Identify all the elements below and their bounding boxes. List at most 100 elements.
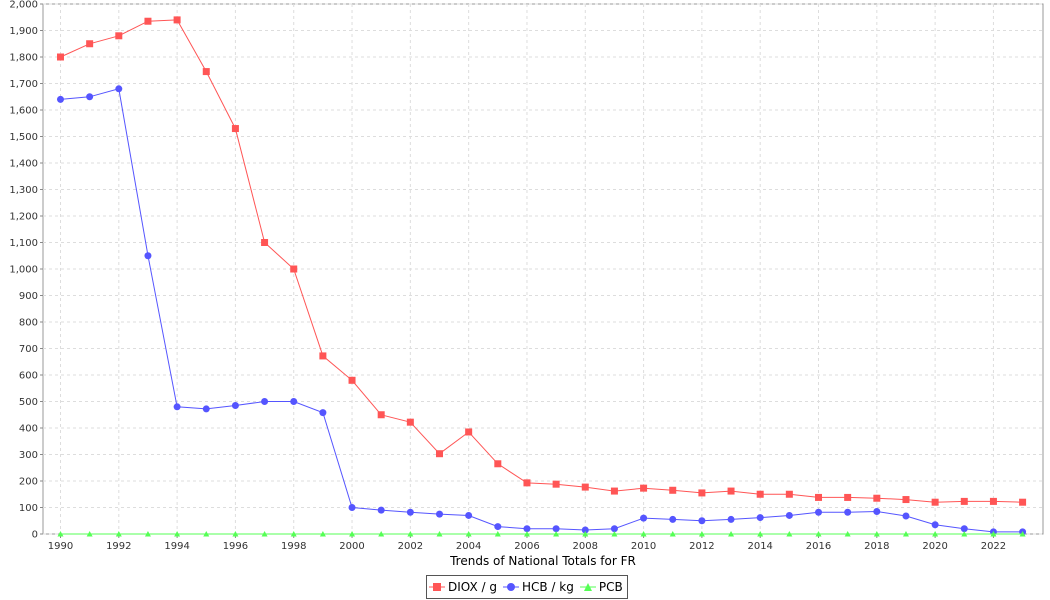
legend-label-diox: DIOX / g [448,580,497,594]
data-point-hcb [960,525,968,533]
data-point-pcb [990,531,997,537]
y-tick-label: 1,900 [9,26,38,37]
data-point-pcb [611,531,618,537]
y-tick-label: 200 [19,477,38,488]
legend-label-pcb: PCB [598,580,623,594]
data-point-hcb [756,514,764,522]
y-tick-label: 1,600 [9,106,38,117]
data-point-pcb [407,531,414,537]
data-point-pcb [640,531,647,537]
data-point-hcb [552,525,560,533]
data-point-hcb [931,521,939,529]
data-point-hcb [261,398,269,405]
data-point-pcb [669,531,676,537]
data-point-diox [465,428,473,436]
data-point-diox [698,489,706,497]
data-point-hcb [56,95,64,103]
x-tick-label: 2022 [981,541,1006,552]
x-tick-label: 1992 [106,541,131,552]
data-point-diox [319,352,327,360]
y-tick-label: 300 [19,450,38,461]
y-tick-label: 700 [19,344,38,355]
data-point-pcb [465,531,472,537]
data-point-hcb [902,512,910,520]
data-point-diox [610,487,618,495]
data-point-diox [56,53,64,61]
y-tick-label: 600 [19,371,38,382]
data-point-pcb [494,531,501,537]
data-point-pcb [932,531,939,537]
data-point-hcb [669,515,677,523]
y-tick-label: 1,200 [9,212,38,223]
data-point-hcb [436,510,444,518]
data-point-hcb [873,507,881,515]
x-tick-label: 2020 [922,541,947,552]
data-point-diox [348,376,356,384]
data-point-pcb [523,531,530,537]
data-point-pcb [873,531,880,537]
data-point-pcb [961,531,968,537]
legend-item-hcb: HCB / kg [502,580,574,594]
y-tick-label: 1,000 [9,265,38,276]
data-point-hcb [610,525,618,533]
x-tick-label: 2014 [747,541,772,552]
data-point-diox [231,125,239,133]
data-point-pcb [553,531,560,537]
data-point-diox [902,496,910,504]
data-point-pcb [844,531,851,537]
y-axis: 0 100 200 300 400 500 600 700 800 900 1,000 1,100 1,… [9,0,43,541]
x-tick-label: 1998 [281,541,306,552]
data-point-diox [873,494,881,502]
y-tick-label: 100 [19,503,38,514]
y-tick-label: 1,500 [9,132,38,143]
data-point-pcb [757,531,764,537]
y-tick-label: 800 [19,318,38,329]
data-point-hcb [202,405,210,413]
data-point-pcb [86,531,93,537]
legend-item-diox: DIOX / g [429,580,497,594]
data-point-hcb [698,517,706,525]
data-point-hcb [290,398,298,405]
x-tick-label: 2008 [573,541,598,552]
data-point-pcb [174,531,181,537]
data-point-hcb [494,523,502,531]
y-tick-label: 900 [19,291,38,302]
data-point-pcb [290,531,297,537]
data-point-hcb [523,525,531,533]
data-point-hcb [581,526,589,534]
y-tick-label: 1,800 [9,53,38,64]
data-point-diox [86,40,94,48]
data-point-hcb [319,409,327,417]
x-tick-label: 2010 [631,541,656,552]
legend-marker-hcb-icon [502,583,519,591]
data-point-hcb [231,401,239,409]
y-tick-label: 1,700 [9,79,38,90]
series-line-hcb [60,88,1023,533]
data-point-hcb [406,508,414,516]
data-point-hcb [173,403,181,411]
data-point-diox [756,490,764,498]
data-point-hcb [377,506,385,514]
y-tick-label: 0 [32,530,38,541]
y-tick-label: 400 [19,424,38,435]
data-point-pcb [582,531,589,537]
x-axis-title: Trends of National Totals for FR [449,554,636,568]
data-point-hcb [86,93,94,101]
y-tick-label: 1,400 [9,159,38,170]
data-point-pcb [115,531,122,537]
data-point-pcb [349,531,356,537]
x-tick-label: 1990 [48,541,73,552]
legend-item-pcb: PCB [579,580,623,594]
data-point-pcb [728,531,735,537]
data-point-diox [406,418,414,426]
data-point-pcb [815,531,822,537]
legend-marker-pcb-icon [579,583,596,591]
x-tick-label: 1996 [223,541,248,552]
data-point-pcb [1019,531,1026,537]
y-tick-label: 1,100 [9,238,38,249]
series-layer [56,16,1027,537]
x-tick-label: 2004 [456,541,481,552]
series-line-diox [60,19,1023,503]
data-point-diox [989,497,997,505]
